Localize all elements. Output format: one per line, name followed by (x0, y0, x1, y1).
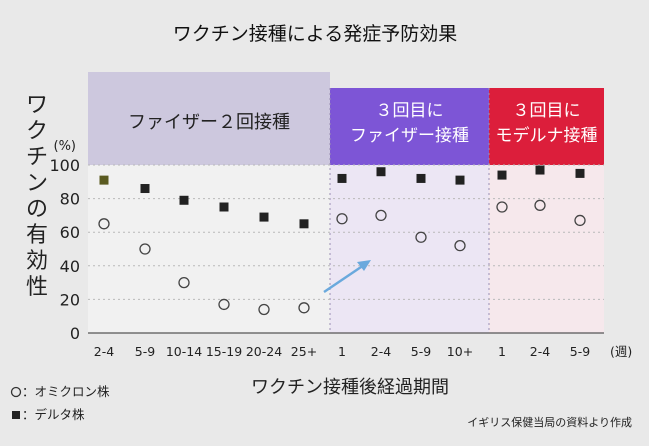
x-tick-label: 2-4 (371, 344, 391, 359)
omicron-point (139, 243, 151, 255)
delta-point (455, 175, 465, 185)
legend-label: ：デルタ株 (22, 407, 85, 422)
group-label-line: ３回目に (376, 101, 444, 121)
x-tick-label: 20-24 (246, 344, 282, 359)
delta-point (497, 170, 507, 180)
y-axis-title-char: の (26, 197, 48, 222)
x-tick-label: 15-19 (206, 344, 242, 359)
omicron-point (298, 302, 310, 314)
y-axis-title-char: 性 (26, 275, 48, 300)
delta-point (219, 202, 229, 212)
x-tick-label: 10+ (447, 344, 473, 359)
omicron-point (415, 231, 427, 243)
group-label-line: ファイザー接種 (350, 126, 469, 146)
legend-omicron-marker (10, 386, 22, 398)
omicron-point (375, 209, 387, 222)
pfizer-plot-area (88, 165, 330, 333)
delta-point (259, 212, 269, 222)
group-label-line: ３回目に (513, 101, 581, 121)
y-tick-label: 80 (60, 190, 80, 209)
booster-arrow-shaft (323, 263, 365, 294)
x-unit-label: (週) (610, 344, 632, 359)
omicron-point (178, 276, 190, 289)
x-tick-label: 5-9 (411, 344, 431, 359)
omicron-point (218, 298, 230, 311)
legend-delta-marker (12, 411, 20, 419)
y-axis-title-char: 有 (26, 223, 48, 248)
chart-title: ワクチン接種による発症予防効果 (173, 23, 457, 45)
delta-point (179, 195, 189, 205)
omicron-point (496, 201, 508, 213)
y-tick-label: 100 (49, 156, 80, 175)
x-tick-label: 2-4 (530, 344, 550, 359)
pfizer-header-band (88, 72, 330, 165)
x-tick-label: 5-9 (135, 344, 155, 359)
x-tick-label: 10-14 (166, 344, 202, 359)
y-axis-title-char: 効 (26, 249, 48, 274)
y-unit-label: (%) (54, 139, 77, 154)
booster-arrow-head (357, 260, 371, 271)
delta-point (376, 167, 386, 177)
delta-point (535, 165, 545, 175)
booster-moderna-header-band (489, 88, 604, 165)
y-tick-label: 20 (60, 290, 80, 309)
x-tick-label: 25+ (291, 344, 317, 359)
delta-point (299, 219, 309, 229)
delta-point (575, 168, 585, 178)
group-label-booster-moderna: ３回目にモデルナ接種 (496, 101, 598, 146)
x-tick-label: 5-9 (570, 344, 590, 359)
y-axis-title-char: ク (26, 119, 48, 144)
omicron-point (98, 218, 110, 230)
source-note: イギリス保健当局の資料より作成 (467, 415, 632, 429)
delta-point (99, 175, 109, 185)
delta-point (337, 173, 347, 183)
y-axis-title: ワクチンの有効性 (26, 93, 48, 300)
booster-moderna-plot-area (489, 165, 604, 333)
omicron-point (336, 213, 348, 225)
y-tick-label: 40 (60, 257, 80, 276)
group-label-booster-pfizer: ３回目にファイザー接種 (350, 101, 469, 146)
group-label-line: モデルナ接種 (496, 125, 598, 146)
y-axis-title-char: ワ (26, 93, 48, 118)
legend-label: ：オミクロン株 (22, 384, 110, 399)
x-axis-title: ワクチン接種後経過期間 (251, 377, 449, 398)
omicron-point (454, 239, 466, 252)
booster-pfizer-plot-area (330, 165, 489, 333)
y-axis-title-char: ン (26, 171, 48, 196)
delta-point (140, 184, 150, 194)
omicron-point (534, 199, 546, 211)
y-axis-title-char: チ (26, 145, 48, 170)
group-label-pfizer: ファイザー２回接種 (128, 112, 290, 133)
x-tick-label: 1 (498, 344, 506, 359)
x-tick-label: 1 (338, 344, 346, 359)
x-tick-label: 2-4 (94, 344, 114, 359)
delta-point (416, 173, 426, 183)
booster-pfizer-header-band (330, 88, 489, 165)
omicron-point (258, 303, 270, 316)
y-tick-label: 0 (70, 324, 80, 343)
y-tick-label: 60 (60, 223, 80, 242)
omicron-point (574, 214, 586, 227)
